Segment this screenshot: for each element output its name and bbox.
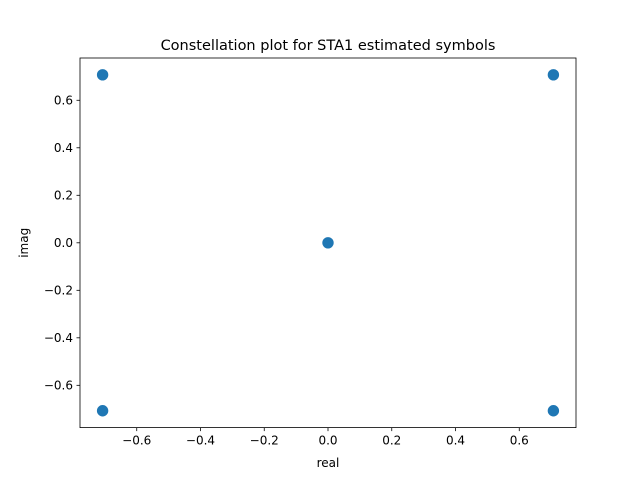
x-tick-label: 0.0 bbox=[318, 434, 337, 448]
y-axis-title: imag bbox=[17, 228, 31, 258]
y-tick-label: 0.4 bbox=[54, 141, 73, 155]
data-point-3 bbox=[96, 405, 109, 417]
data-point-2 bbox=[322, 237, 334, 249]
y-tick-label: −0.2 bbox=[44, 284, 73, 298]
chart-title: Constellation plot for STA1 estimated sy… bbox=[161, 38, 496, 54]
plot-frame bbox=[79, 57, 577, 429]
data-point-4 bbox=[547, 405, 560, 417]
data-point-0 bbox=[96, 69, 109, 81]
x-tick-label: 0.4 bbox=[446, 434, 465, 448]
y-tick-label: −0.4 bbox=[44, 331, 73, 345]
y-tick-label: −0.6 bbox=[44, 379, 73, 393]
y-tick-label: 0.6 bbox=[54, 94, 73, 108]
x-tick-label: −0.2 bbox=[250, 434, 279, 448]
x-axis-title: real bbox=[317, 456, 340, 470]
x-tick-label: −0.6 bbox=[122, 434, 151, 448]
x-axis-ticks: −0.6 −0.4 −0.2 0.0 0.2 0.4 0.6 bbox=[122, 427, 529, 448]
data-point-1 bbox=[547, 69, 560, 81]
x-tick-label: 0.6 bbox=[510, 434, 529, 448]
x-tick-label: 0.2 bbox=[382, 434, 401, 448]
y-tick-label: 0.2 bbox=[54, 189, 73, 203]
x-tick-label: −0.4 bbox=[186, 434, 215, 448]
y-tick-label: 0.0 bbox=[54, 236, 73, 250]
data-points bbox=[96, 69, 560, 417]
y-axis-ticks: −0.6 −0.4 −0.2 0.0 0.2 0.4 0.6 bbox=[44, 94, 80, 393]
